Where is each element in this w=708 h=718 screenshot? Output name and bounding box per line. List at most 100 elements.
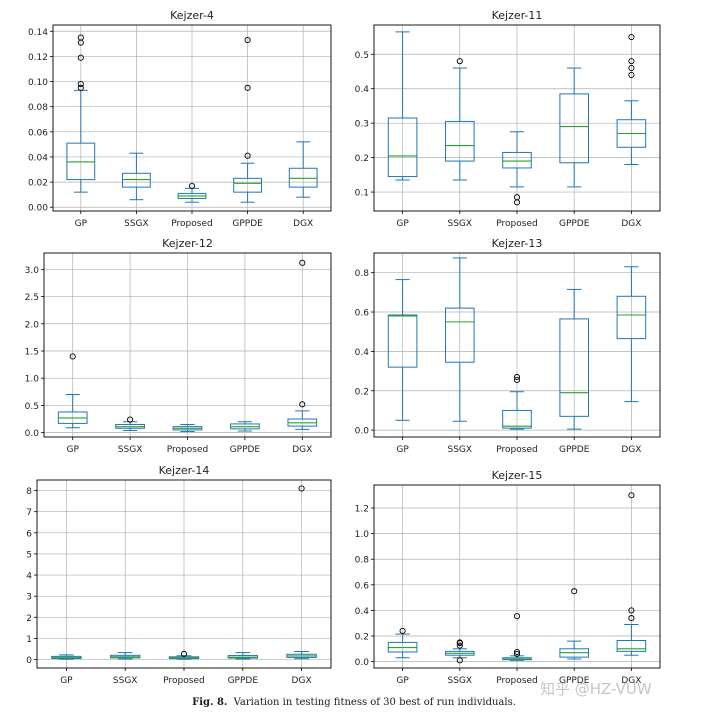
x-tick-label: Proposed — [496, 219, 537, 229]
y-tick-label: 0.4 — [355, 85, 370, 95]
outlier-point — [628, 58, 635, 65]
outlier-point — [513, 613, 521, 620]
y-tick-label: 0.6 — [355, 581, 370, 591]
y-tick-label: 0.00 — [28, 204, 48, 214]
box-proposed — [502, 131, 532, 206]
panel-kejzer-14: Kejzer-14 0 1 2 3 4 5 6 7 8 GP SSGX Proposed GPPDE DGX — [26, 464, 332, 686]
box-proposed — [168, 650, 200, 660]
iqr-box — [445, 120, 475, 162]
axes-frame — [36, 479, 332, 669]
y-tick-label: 0.5 — [355, 51, 369, 61]
iqr-box — [502, 409, 532, 429]
outlier-point — [399, 627, 406, 634]
y-tick-label: 0 — [26, 656, 32, 666]
y-tick-label: 0.02 — [28, 179, 48, 189]
figure-caption: Fig. 8. Variation in testing fitness of … — [0, 697, 708, 708]
x-tick-label: GP — [396, 219, 409, 229]
box-gp — [387, 279, 418, 421]
y-tick-label: 1.0 — [355, 530, 370, 540]
x-tick-label: DGX — [292, 676, 312, 686]
box-gppde — [559, 588, 590, 660]
x-tick-label: Proposed — [171, 219, 212, 229]
iqr-box — [66, 142, 96, 181]
figure-label: Fig. 8. — [192, 697, 228, 708]
panel-title: Kejzer-15 — [492, 469, 543, 482]
panel-kejzer-11: Kejzer-11 0.1 0.2 0.3 0.4 0.5 GP SSGX Proposed GP… — [355, 9, 661, 229]
iqr-box — [122, 172, 151, 188]
box-proposed — [172, 423, 203, 433]
iqr-box — [559, 93, 590, 164]
y-tick-label: 2.5 — [25, 293, 39, 303]
outlier-point — [77, 81, 84, 88]
box-gppde — [227, 652, 259, 660]
outlier-point — [513, 194, 521, 201]
x-tick-label: GPPDE — [228, 676, 259, 686]
outlier-point — [299, 259, 306, 266]
iqr-box — [233, 177, 262, 193]
y-tick-label: 0.10 — [28, 78, 48, 88]
box-gp — [57, 353, 88, 429]
x-tick-label: Proposed — [163, 676, 204, 686]
outlier-point — [77, 54, 84, 61]
iqr-box — [288, 167, 318, 188]
box-proposed — [502, 373, 532, 430]
iqr-box — [559, 318, 590, 417]
outlier-point — [513, 648, 521, 656]
y-tick-label: 0.4 — [355, 348, 370, 358]
outlier-point — [244, 152, 251, 159]
outlier-point — [180, 650, 188, 657]
y-tick-label: 1.0 — [25, 375, 40, 385]
outlier-point — [77, 34, 84, 41]
x-tick-label: GPPDE — [232, 219, 263, 229]
x-tick-label: SSGX — [118, 445, 143, 455]
box-proposed — [177, 182, 207, 203]
y-tick-label: 1.5 — [25, 347, 39, 357]
x-tick-label: GP — [396, 676, 409, 686]
y-tick-label: 0.8 — [355, 556, 370, 566]
box-dgx — [616, 34, 647, 165]
y-tick-label: 0.8 — [355, 269, 370, 279]
x-tick-label: GP — [60, 676, 73, 686]
x-tick-label: GP — [66, 445, 79, 455]
box-dgx — [616, 266, 647, 403]
y-tick-label: 0.6 — [355, 309, 370, 319]
outlier-point — [299, 401, 306, 408]
x-tick-label: SSGX — [124, 219, 149, 229]
panel-title: Kejzer-13 — [492, 237, 543, 250]
outlier-point — [298, 485, 305, 492]
x-tick-label: DGX — [292, 445, 312, 455]
panel-kejzer-4: Kejzer-4 0.00 0.02 0.04 0.06 0.08 0.10 0.12 0.14… — [28, 9, 332, 229]
outlier-point — [628, 607, 635, 614]
y-tick-label: 0.0 — [25, 429, 40, 439]
y-tick-label: 0.3 — [355, 120, 369, 130]
outlier-point — [513, 373, 521, 381]
box-gppde — [559, 288, 590, 430]
panel-kejzer-12: Kejzer-12 0.0 0.5 1.0 1.5 2.0 2.5 3.0 GP SSGX Prop… — [25, 237, 332, 455]
y-tick-label: 0.0 — [355, 658, 370, 668]
box-gp — [66, 34, 96, 193]
axes-frame — [43, 252, 332, 438]
outlier-point — [628, 34, 635, 41]
box-ssgx — [445, 639, 475, 664]
iqr-box — [616, 639, 647, 652]
x-tick-label: GPPDE — [559, 445, 590, 455]
y-tick-label: 0.14 — [28, 28, 48, 38]
y-tick-label: 3 — [26, 593, 32, 603]
iqr-box — [502, 151, 532, 169]
x-tick-label: GPPDE — [559, 676, 590, 686]
x-tick-label: Proposed — [167, 445, 208, 455]
panel-title: Kejzer-12 — [162, 237, 213, 250]
y-tick-label: 0.08 — [28, 103, 48, 113]
x-tick-label: DGX — [293, 219, 313, 229]
y-tick-label: 0.4 — [355, 607, 370, 617]
outlier-point — [628, 71, 635, 78]
outlier-point — [244, 37, 251, 44]
figure-box-plots: Kejzer-40.000.020.040.060.080.100.120.14… — [25, 9, 661, 686]
x-tick-label: DGX — [621, 676, 641, 686]
box-gppde — [559, 67, 590, 188]
y-tick-label: 2 — [26, 614, 32, 624]
panel-title: Kejzer-11 — [492, 9, 543, 22]
y-tick-label: 1.2 — [355, 505, 369, 515]
box-gppde — [233, 37, 262, 203]
box-gp — [387, 31, 418, 181]
